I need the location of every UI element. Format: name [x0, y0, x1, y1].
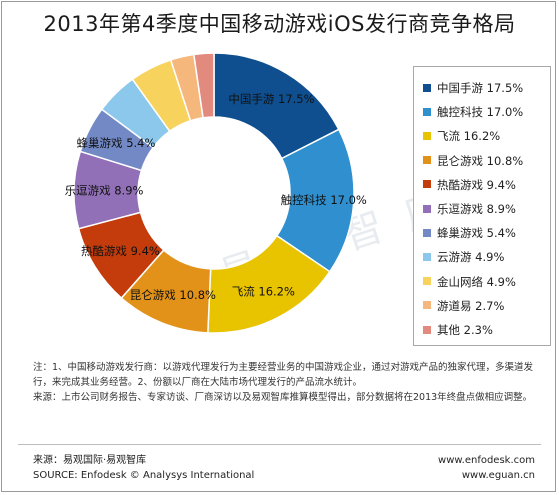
legend-swatch-3: [423, 156, 431, 165]
legend-swatch-6: [423, 228, 431, 237]
legend-swatch-7: [423, 252, 431, 261]
legend-label-8: 金山网络 4.9%: [437, 274, 516, 289]
slice-label-2: 飞流 16.2%: [232, 284, 295, 298]
slice-label-1: 触控科技 17.0%: [281, 193, 367, 207]
legend-label-0: 中国手游 17.5%: [437, 81, 524, 95]
legend-item-8: 金山网络 4.9%: [423, 273, 516, 291]
legend-item-1: 触控科技 17.0%: [423, 103, 523, 121]
slice-label-6: 蜂巢游戏 5.4%: [77, 136, 156, 150]
legend-swatch-2: [423, 131, 431, 140]
footer-url-eguan: www.eguan.cn: [461, 470, 535, 481]
legend-label-9: 游道易 2.7%: [437, 298, 505, 313]
legend-label-6: 蜂巢游戏 5.4%: [437, 226, 516, 241]
legend-swatch-10: [423, 325, 431, 334]
slice-label-3: 昆仑游戏 10.8%: [130, 288, 216, 302]
slice-label-5: 乐逗游戏 8.9%: [65, 184, 144, 198]
legend-item-7: 云游游 4.9%: [423, 248, 504, 266]
donut-slice-10: [192, 52, 215, 119]
legend-label-7: 云游游 4.9%: [437, 250, 505, 265]
footer-url-enfodesk: www.enfodesk.com: [438, 455, 535, 466]
legend-label-3: 昆仑游戏 10.8%: [437, 153, 524, 168]
legend-item-4: 热酷游戏 9.4%: [423, 176, 516, 194]
legend-swatch-4: [423, 180, 431, 189]
slice-label-0: 中国手游 17.5%: [228, 92, 314, 106]
slice-label-4: 热酷游戏 9.4%: [81, 244, 160, 258]
footer-source-cn: 来源：易观国际·易观智库: [33, 455, 147, 466]
legend-item-2: 飞流 16.2%: [423, 127, 500, 145]
footer-divider: [18, 444, 541, 445]
chart-notes: 注：1、中国移动游戏发行商：以游戏代理发行为主要经营业务的中国游戏企业，通过对游…: [33, 360, 541, 405]
legend-item-9: 游道易 2.7%: [423, 297, 504, 315]
legend-swatch-8: [423, 277, 431, 286]
legend-item-6: 蜂巢游戏 5.4%: [423, 224, 516, 242]
legend-label-4: 热酷游戏 9.4%: [437, 177, 516, 192]
legend-label-2: 飞流 16.2%: [437, 129, 501, 144]
legend-swatch-5: [423, 204, 431, 213]
chart-title: 2013年第4季度中国移动游戏iOS发行商竞争格局: [43, 12, 516, 36]
legend-item-3: 昆仑游戏 10.8%: [423, 152, 523, 170]
footer-urls: www.enfodesk.com www.eguan.cn: [438, 453, 535, 483]
chart-legend: 中国手游 17.5% 触控科技 17.0% 飞流 16.2% 昆仑游戏 10.8% 热酷…: [413, 66, 551, 346]
notes-source: 来源：上市公司财务报告、专家访谈、厂商深访以及易观智库推算模型得出，部分数据将在…: [33, 392, 533, 403]
legend-item-0: 中国手游 17.5%: [423, 79, 523, 97]
legend-item-5: 乐逗游戏 8.9%: [423, 200, 516, 218]
legend-label-5: 乐逗游戏 8.9%: [437, 202, 516, 216]
legend-swatch-9: [423, 301, 431, 310]
footer-source: 来源：易观国际·易观智库 SOURCE: Enfodesk © Analysys…: [33, 453, 254, 483]
donut-chart: 中国手游 17.5% 触控科技 17.0% 飞流 16.2% 昆仑游戏 10.8% 热酷…: [65, 52, 367, 334]
footer-source-en: SOURCE: Enfodesk © Analysys Internationa…: [33, 470, 255, 481]
legend-swatch-1: [423, 107, 431, 116]
notes-definition: 注：1、中国移动游戏发行商：以游戏代理发行为主要经营业务的中国游戏企业，通过对游…: [33, 362, 534, 388]
legend-item-10: 其他 2.3%: [423, 321, 493, 339]
legend-label-1: 触控科技 17.0%: [437, 105, 524, 120]
legend-swatch-0: [423, 83, 431, 92]
legend-label-10: 其他 2.3%: [437, 323, 493, 337]
